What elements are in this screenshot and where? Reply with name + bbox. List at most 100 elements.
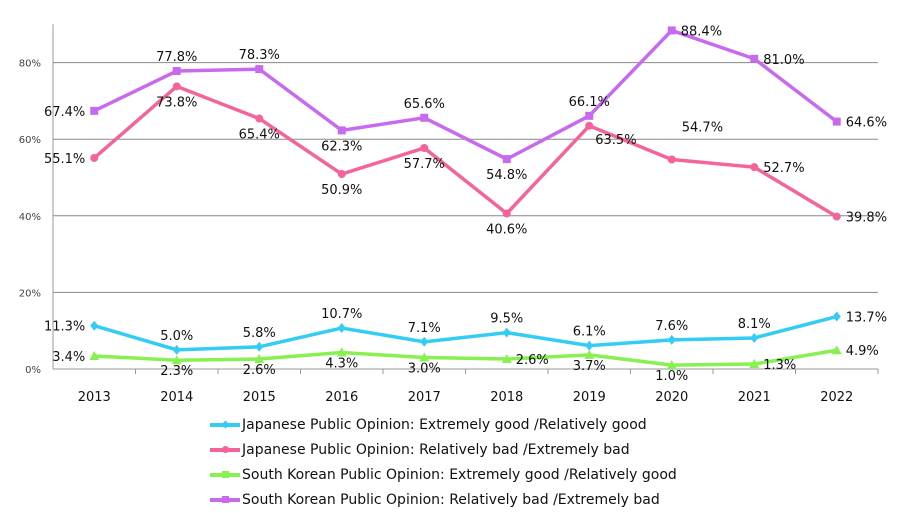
y-tick-label: 60% <box>19 135 41 146</box>
data-point-diamond <box>750 332 759 343</box>
data-label: 77.8% <box>156 50 197 65</box>
data-label: 55.1% <box>44 152 85 167</box>
data-point-diamond <box>255 341 264 352</box>
data-label: 3.7% <box>573 359 606 374</box>
data-point-triangle <box>831 345 842 355</box>
data-point-diamond <box>172 344 181 355</box>
data-label: 40.6% <box>486 223 527 238</box>
data-label: 3.4% <box>52 350 85 365</box>
data-label: 5.0% <box>160 329 193 344</box>
data-point-circle <box>585 121 594 130</box>
x-tick-label: 2018 <box>490 390 523 405</box>
data-point-triangle <box>749 359 760 369</box>
data-label: 4.9% <box>846 344 879 359</box>
data-label: 52.7% <box>763 161 804 176</box>
data-label: 64.6% <box>846 116 887 131</box>
data-point-circle <box>255 114 264 123</box>
data-label: 13.7% <box>846 311 887 326</box>
legend-swatch-icon <box>210 470 240 478</box>
y-tick-label: 20% <box>19 288 41 299</box>
x-tick-label: 2021 <box>738 390 771 405</box>
y-tick-label: 0% <box>25 365 41 376</box>
data-label: 54.8% <box>486 168 527 183</box>
data-label: 4.3% <box>325 357 358 372</box>
legend-swatch-icon <box>210 445 240 453</box>
data-point-square <box>90 106 99 115</box>
legend-label: Japanese Public Opinion: Relatively bad … <box>242 441 630 458</box>
data-label: 65.4% <box>239 128 280 143</box>
data-label: 1.0% <box>655 369 688 384</box>
x-tick-label: 2022 <box>820 390 853 405</box>
data-point-square <box>585 111 594 120</box>
legend-label: Japanese Public Opinion: Extremely good … <box>242 416 647 433</box>
data-point-triangle <box>584 349 595 359</box>
data-point-diamond <box>90 320 99 331</box>
data-point-triangle <box>89 350 100 360</box>
data-label: 5.8% <box>243 326 276 341</box>
data-label: 78.3% <box>239 48 280 63</box>
data-point-diamond <box>585 340 594 351</box>
series-line <box>93 28 838 162</box>
data-point-circle <box>337 170 346 179</box>
data-point-diamond <box>420 336 429 347</box>
series-line <box>93 84 838 219</box>
x-tick-label: 2019 <box>573 390 606 405</box>
data-point-triangle <box>501 354 512 364</box>
legend-label: South Korean Public Opinion: Relatively … <box>242 491 660 508</box>
data-point-square <box>750 54 759 63</box>
series-line <box>94 348 838 367</box>
data-point-diamond <box>337 323 346 334</box>
data-label: 7.1% <box>408 321 441 336</box>
legend-item: South Korean Public Opinion: Extremely g… <box>210 462 677 487</box>
data-label: 66.1% <box>569 95 610 110</box>
legend-swatch-icon <box>210 495 240 503</box>
data-label: 11.3% <box>44 320 85 335</box>
data-point-triangle <box>666 360 677 370</box>
data-point-circle <box>90 153 99 162</box>
legend-item: Japanese Public Opinion: Extremely good … <box>210 412 677 437</box>
data-label: 63.5% <box>595 133 636 148</box>
data-label: 54.7% <box>682 120 723 135</box>
legend-swatch-icon <box>210 420 240 428</box>
x-tick-label: 2017 <box>408 390 441 405</box>
series-line <box>93 314 838 352</box>
data-point-square <box>337 126 346 135</box>
data-point-circle <box>832 212 841 221</box>
data-label: 9.5% <box>490 312 523 327</box>
data-point-diamond <box>832 311 841 322</box>
data-point-square <box>420 113 429 122</box>
data-label: 1.3% <box>763 358 796 373</box>
data-label: 88.4% <box>681 24 722 39</box>
data-point-circle <box>667 155 676 164</box>
data-point-square <box>832 117 841 126</box>
x-tick-label: 2015 <box>243 390 276 405</box>
data-label: 2.6% <box>516 353 549 368</box>
legend: Japanese Public Opinion: Extremely good … <box>210 412 677 512</box>
data-label: 65.6% <box>404 97 445 112</box>
data-point-diamond <box>667 334 676 345</box>
x-tick-label: 2013 <box>78 390 111 405</box>
data-label: 73.8% <box>156 95 197 110</box>
data-label: 10.7% <box>321 307 362 322</box>
data-label: 7.6% <box>655 319 688 334</box>
data-point-triangle <box>336 347 347 357</box>
data-point-circle <box>502 209 511 218</box>
data-point-triangle <box>171 355 182 365</box>
data-label: 81.0% <box>763 53 804 68</box>
data-point-circle <box>420 144 429 153</box>
data-point-triangle <box>254 354 265 364</box>
x-tick-label: 2020 <box>655 390 688 405</box>
data-label: 50.9% <box>321 183 362 198</box>
y-tick-label: 80% <box>19 59 41 70</box>
data-label: 57.7% <box>404 157 445 172</box>
y-tick-label: 40% <box>19 212 41 223</box>
data-label: 3.0% <box>408 362 441 377</box>
legend-item: South Korean Public Opinion: Relatively … <box>210 487 677 512</box>
legend-item: Japanese Public Opinion: Relatively bad … <box>210 437 677 462</box>
data-point-square <box>667 26 676 35</box>
data-point-square <box>502 155 511 164</box>
data-label: 67.4% <box>44 105 85 120</box>
legend-label: South Korean Public Opinion: Extremely g… <box>242 466 677 483</box>
data-point-circle <box>172 82 181 91</box>
data-label: 62.3% <box>321 139 362 154</box>
